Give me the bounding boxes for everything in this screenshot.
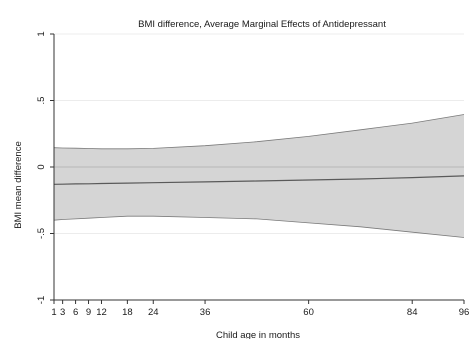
- x-tick-label-5: 18: [122, 307, 133, 318]
- x-tick-label-10: 96: [459, 307, 470, 318]
- x-tick-label-1: 3: [60, 307, 65, 318]
- x-tick-label-4: 12: [96, 307, 107, 318]
- y-tick-label-4: 1: [36, 31, 47, 36]
- x-tick-label-7: 36: [200, 307, 211, 318]
- estimate-lines: [53, 166, 465, 185]
- x-tick-label-3: 9: [86, 307, 91, 318]
- x-tick-label-9: 84: [407, 307, 418, 318]
- x-tick-label-0: 1: [51, 307, 56, 318]
- y-tick-label-3: .5: [36, 97, 47, 105]
- y-tick-label-2: 0: [36, 164, 47, 169]
- confidence-band: [53, 114, 465, 238]
- x-axis-ticks: 1 3 6 9 12 18 24 36 60 84 96: [51, 300, 469, 318]
- x-tick-label-6: 24: [148, 307, 159, 318]
- y-axis-title: BMI mean difference: [13, 141, 24, 228]
- y-axis-ticks: -1 -.5 0 .5 1: [36, 31, 54, 304]
- ci-upper-line: [53, 114, 465, 150]
- x-tick-label-8: 60: [303, 307, 314, 318]
- y-tick-label-1: -.5: [36, 228, 47, 239]
- x-axis-title: Child age in months: [216, 330, 300, 339]
- x-tick-label-2: 6: [73, 307, 78, 318]
- ci-band-area: [54, 114, 464, 238]
- chart-title: BMI difference, Average Marginal Effects…: [138, 19, 386, 30]
- y-tick-label-0: -1: [36, 296, 47, 304]
- ci-lower-line: [53, 215, 465, 238]
- estimate-line: [53, 175, 465, 185]
